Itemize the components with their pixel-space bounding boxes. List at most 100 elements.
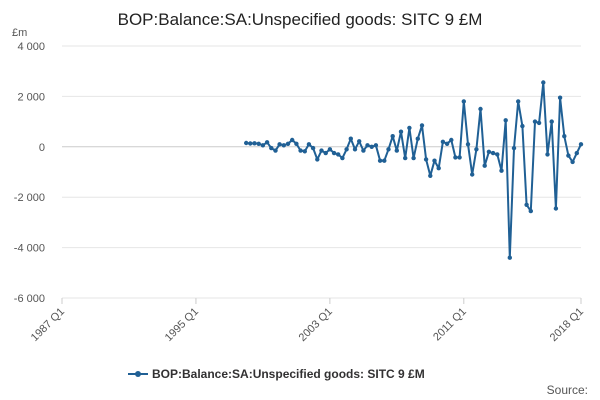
- data-point[interactable]: [361, 148, 366, 153]
- data-point[interactable]: [507, 255, 512, 260]
- data-point[interactable]: [294, 141, 299, 146]
- data-point[interactable]: [411, 155, 416, 161]
- data-point[interactable]: [382, 158, 387, 163]
- data-point[interactable]: [432, 158, 437, 163]
- data-point[interactable]: [348, 136, 353, 141]
- data-point[interactable]: [520, 123, 525, 129]
- data-point[interactable]: [528, 208, 533, 214]
- data-point[interactable]: [574, 150, 579, 156]
- data-point[interactable]: [373, 143, 379, 148]
- data-point[interactable]: [365, 143, 370, 148]
- data-point[interactable]: [377, 158, 383, 163]
- data-point[interactable]: [428, 173, 433, 178]
- data-point[interactable]: [407, 125, 412, 131]
- data-point[interactable]: [511, 145, 517, 151]
- data-point[interactable]: [403, 155, 408, 161]
- data-point[interactable]: [495, 152, 500, 157]
- data-point[interactable]: [281, 143, 286, 148]
- data-point[interactable]: [386, 147, 391, 152]
- data-point[interactable]: [423, 157, 429, 162]
- data-point[interactable]: [340, 155, 345, 161]
- data-point[interactable]: [436, 166, 441, 171]
- data-point[interactable]: [557, 95, 563, 100]
- data-point[interactable]: [440, 139, 446, 144]
- data-point[interactable]: [273, 148, 278, 153]
- data-point[interactable]: [478, 106, 483, 112]
- data-point[interactable]: [570, 159, 575, 165]
- data-point[interactable]: [553, 206, 559, 211]
- y-tick-label: -2 000: [14, 192, 45, 204]
- legend-marker-swatch: [135, 371, 141, 377]
- data-point[interactable]: [260, 143, 266, 148]
- data-point[interactable]: [285, 141, 291, 146]
- data-point[interactable]: [474, 147, 479, 152]
- data-point[interactable]: [277, 142, 282, 147]
- data-point[interactable]: [315, 157, 320, 162]
- data-point[interactable]: [461, 99, 466, 104]
- gridlines: [62, 45, 581, 299]
- data-point[interactable]: [566, 153, 571, 158]
- legend-label: BOP:Balance:SA:Unspecified goods: SITC 9…: [152, 367, 425, 381]
- y-tick-label: -6 000: [14, 293, 45, 305]
- data-point[interactable]: [499, 168, 504, 173]
- data-point[interactable]: [302, 149, 307, 154]
- data-point[interactable]: [369, 144, 374, 149]
- data-point[interactable]: [449, 137, 454, 143]
- data-point[interactable]: [390, 134, 395, 139]
- data-point[interactable]: [357, 139, 362, 144]
- source-label: Source:: [547, 383, 588, 397]
- y-tick-label: 4 000: [17, 41, 45, 53]
- data-point[interactable]: [549, 119, 554, 124]
- data-point[interactable]: [290, 137, 295, 143]
- data-point[interactable]: [516, 99, 521, 104]
- data-point[interactable]: [482, 163, 487, 168]
- data-point[interactable]: [524, 202, 529, 207]
- data-point[interactable]: [536, 120, 542, 126]
- data-point[interactable]: [562, 134, 567, 139]
- data-point[interactable]: [310, 145, 316, 151]
- data-point[interactable]: [490, 150, 496, 156]
- data-point[interactable]: [256, 141, 261, 146]
- data-point[interactable]: [545, 152, 550, 157]
- y-axis-unit-label: £m: [12, 27, 27, 39]
- data-point[interactable]: [532, 119, 538, 124]
- data-point[interactable]: [415, 136, 420, 141]
- x-tick-label: 2003 Q1: [297, 306, 335, 344]
- data-point[interactable]: [298, 148, 303, 153]
- data-point[interactable]: [327, 147, 333, 152]
- legend[interactable]: BOP:Balance:SA:Unspecified goods: SITC 9…: [128, 367, 425, 381]
- data-point[interactable]: [444, 141, 450, 146]
- data-point[interactable]: [344, 147, 349, 152]
- data-point[interactable]: [319, 148, 324, 153]
- y-axis-ticks: 4 000 2 000 0 -2 000 -4 000 -6 000: [14, 41, 45, 305]
- data-point[interactable]: [336, 152, 341, 157]
- data-point[interactable]: [323, 150, 328, 156]
- data-point[interactable]: [398, 129, 404, 134]
- data-point[interactable]: [352, 147, 358, 152]
- data-point[interactable]: [264, 140, 270, 145]
- data-point[interactable]: [503, 118, 508, 123]
- series-line-layer: [244, 80, 584, 260]
- chart-title: BOP:Balance:SA:Unspecified goods: SITC 9…: [118, 10, 483, 29]
- data-point[interactable]: [457, 155, 462, 160]
- data-point[interactable]: [578, 142, 584, 147]
- data-point[interactable]: [465, 142, 471, 147]
- data-point[interactable]: [486, 149, 492, 154]
- y-tick-label: 2 000: [17, 91, 45, 103]
- data-point[interactable]: [331, 150, 337, 156]
- x-tick-label: 1995 Q1: [163, 306, 201, 344]
- data-point[interactable]: [306, 142, 312, 147]
- data-point[interactable]: [541, 80, 546, 85]
- data-point[interactable]: [269, 145, 274, 151]
- x-tick-label: 2018 Q1: [548, 306, 586, 344]
- data-point[interactable]: [419, 123, 425, 128]
- data-point[interactable]: [244, 140, 249, 146]
- y-tick-label: -4 000: [14, 243, 45, 255]
- x-tick-label: 1987 Q1: [29, 306, 67, 344]
- data-point[interactable]: [252, 141, 257, 146]
- data-point[interactable]: [453, 155, 458, 160]
- data-point[interactable]: [394, 148, 399, 153]
- data-point[interactable]: [248, 141, 253, 146]
- data-point[interactable]: [470, 172, 475, 177]
